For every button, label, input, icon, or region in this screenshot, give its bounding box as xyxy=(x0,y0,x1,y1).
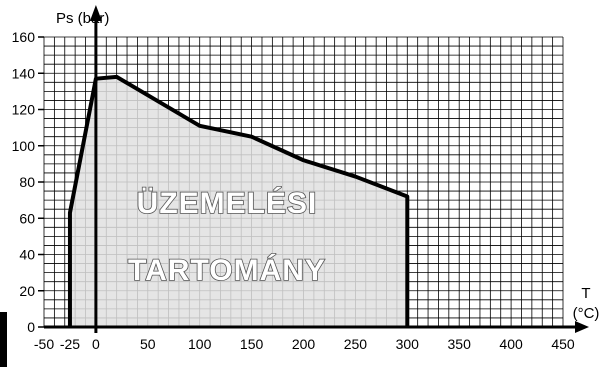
y-tick-label: 80 xyxy=(19,174,35,190)
x-tick-label: 400 xyxy=(499,336,523,352)
x-tick-label: 250 xyxy=(344,336,368,352)
y-tick-label: 0 xyxy=(27,319,35,335)
x-axis-unit: (°C) xyxy=(573,305,600,322)
y-tick-label: 40 xyxy=(19,247,35,263)
x-tick-label: 50 xyxy=(140,336,156,352)
x-tick-label: -50 xyxy=(34,336,54,352)
x-tick-label: 100 xyxy=(188,336,212,352)
operating-region xyxy=(67,74,410,327)
x-tick-label: 0 xyxy=(92,336,100,352)
x-tick-label: 150 xyxy=(240,336,264,352)
axes xyxy=(44,5,589,333)
x-tick-label: -25 xyxy=(60,336,80,352)
y-tick-label: 140 xyxy=(12,65,36,81)
x-axis-title: T xyxy=(581,285,590,302)
operating-region-boundary xyxy=(67,74,410,327)
tick-labels: 0 20 40 60 80 100 120 140 160 -50 -25 0 50 100 150 200 2… xyxy=(12,29,575,352)
operating-region-fill xyxy=(69,76,408,327)
y-tick-label: 20 xyxy=(19,283,35,299)
x-tick-label: 350 xyxy=(448,336,472,352)
region-label-line-2: TARTOMÁNY xyxy=(128,253,326,287)
x-tick-label: 300 xyxy=(396,336,420,352)
x-axis-arrow xyxy=(575,321,589,333)
y-tick-label: 60 xyxy=(19,210,35,226)
y-tick-label: 160 xyxy=(12,29,36,45)
x-tick-label: 450 xyxy=(551,336,575,352)
y-axis-title: Ps (bar) xyxy=(56,10,109,27)
y-axis-arrow xyxy=(89,5,102,21)
y-tick-label: 120 xyxy=(12,102,36,118)
margin-marker xyxy=(0,312,7,367)
y-tick-label: 100 xyxy=(12,138,36,154)
x-tick-label: 200 xyxy=(292,336,316,352)
region-label-line-1: ÜZEMELÉSI xyxy=(137,186,318,220)
